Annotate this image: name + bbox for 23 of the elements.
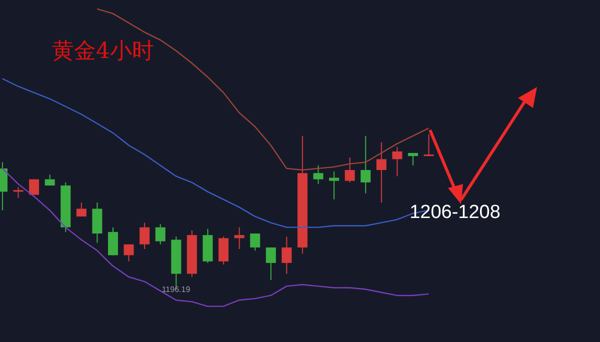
candlestick bbox=[329, 171, 340, 200]
candlestick bbox=[29, 178, 40, 196]
candlestick bbox=[218, 236, 229, 265]
candlestick bbox=[124, 244, 134, 262]
candlestick bbox=[13, 186, 24, 198]
candlestick bbox=[344, 157, 355, 183]
candlestick bbox=[313, 164, 324, 184]
chart-title: 黄金4小时 bbox=[52, 39, 154, 64]
candlestick bbox=[155, 224, 166, 245]
candlestick bbox=[392, 146, 402, 177]
candlestick bbox=[108, 226, 118, 256]
candlestick bbox=[76, 202, 86, 217]
candlestick bbox=[376, 142, 386, 204]
annotation: 1196.19 bbox=[162, 285, 191, 294]
candlestick bbox=[234, 226, 244, 250]
candlestick bbox=[266, 246, 276, 280]
candlestick bbox=[408, 152, 418, 166]
candlestick bbox=[140, 222, 150, 250]
candlestick bbox=[360, 135, 371, 194]
annotation: 1206-1208 bbox=[410, 202, 500, 223]
candlestick bbox=[424, 134, 434, 157]
candlestick bbox=[282, 236, 292, 274]
candlestick bbox=[250, 233, 260, 252]
